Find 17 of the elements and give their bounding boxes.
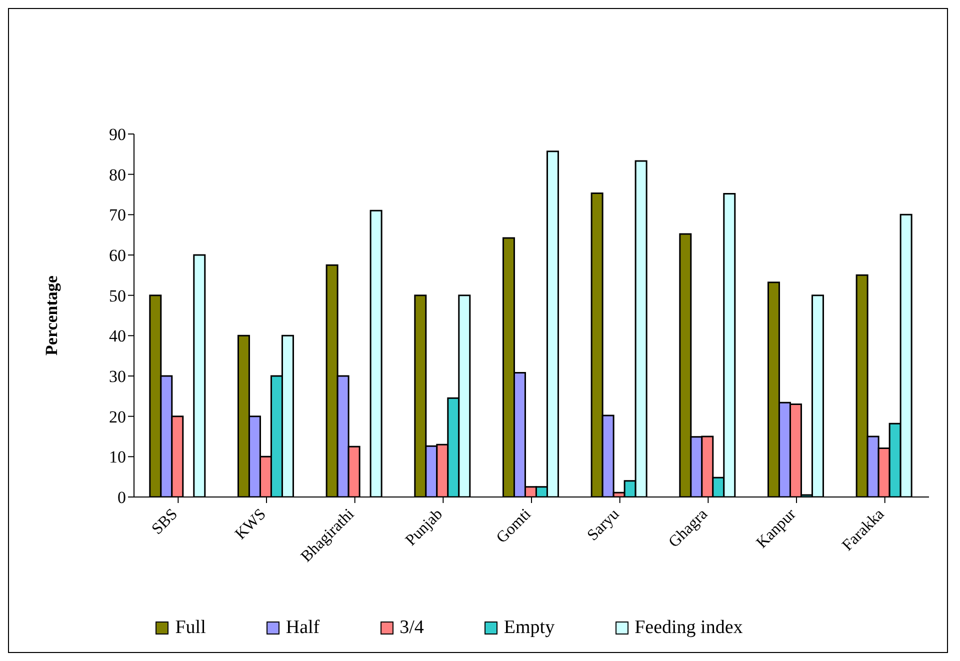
y-tick-label: 40: [109, 326, 126, 346]
x-tick-label: SBS: [148, 506, 181, 538]
y-tick-label: 10: [109, 448, 126, 467]
legend-label: Feeding index: [634, 617, 743, 639]
y-tick-label: 70: [109, 206, 126, 225]
y-tick-label: 20: [109, 407, 126, 426]
legend-label: Half: [286, 617, 320, 639]
legend-label: Empty: [504, 617, 555, 639]
y-tick-label: 90: [109, 125, 126, 144]
legend-label: 3/4: [400, 617, 424, 639]
y-tick-label: 50: [109, 286, 126, 306]
y-tick-label: 80: [109, 165, 126, 184]
y-tick-label: 30: [109, 367, 126, 386]
y-tick-label: 60: [109, 246, 126, 266]
legend-label: Full: [175, 617, 206, 639]
y-axis-title: Percentage: [42, 275, 62, 356]
y-tick-label: 0: [118, 488, 126, 508]
